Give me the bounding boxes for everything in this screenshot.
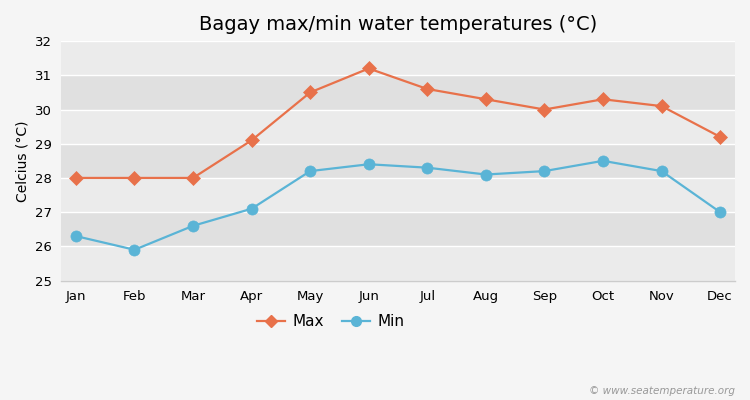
Legend: Max, Min: Max, Min (251, 308, 410, 335)
Min (306, 169, 315, 174)
Max (71, 176, 80, 180)
Max (188, 176, 197, 180)
Line: Max: Max (71, 64, 725, 183)
Min (657, 169, 666, 174)
Min (482, 172, 490, 177)
Max (540, 107, 549, 112)
Max (657, 104, 666, 108)
Bar (62, 144, 735, 178)
Bar (62, 75, 735, 110)
Text: © www.seatemperature.org: © www.seatemperature.org (589, 386, 735, 396)
Min (716, 210, 724, 214)
Min (130, 247, 139, 252)
Max (130, 176, 139, 180)
Max (716, 134, 724, 139)
Min (540, 169, 549, 174)
Min (423, 165, 432, 170)
Max (598, 97, 608, 102)
Max (364, 66, 374, 71)
Max (306, 90, 315, 95)
Min (71, 234, 80, 238)
Min (188, 224, 197, 228)
Line: Min: Min (70, 155, 726, 255)
Min (598, 158, 608, 163)
Bar (62, 178, 735, 212)
Bar (62, 110, 735, 144)
Min (364, 162, 374, 167)
Min (247, 206, 256, 211)
Max (247, 138, 256, 143)
Bar (62, 41, 735, 75)
Y-axis label: Celcius (°C): Celcius (°C) (15, 120, 29, 202)
Max (423, 87, 432, 92)
Title: Bagay max/min water temperatures (°C): Bagay max/min water temperatures (°C) (199, 15, 597, 34)
Max (482, 97, 490, 102)
Bar (62, 246, 735, 280)
Bar (62, 212, 735, 246)
